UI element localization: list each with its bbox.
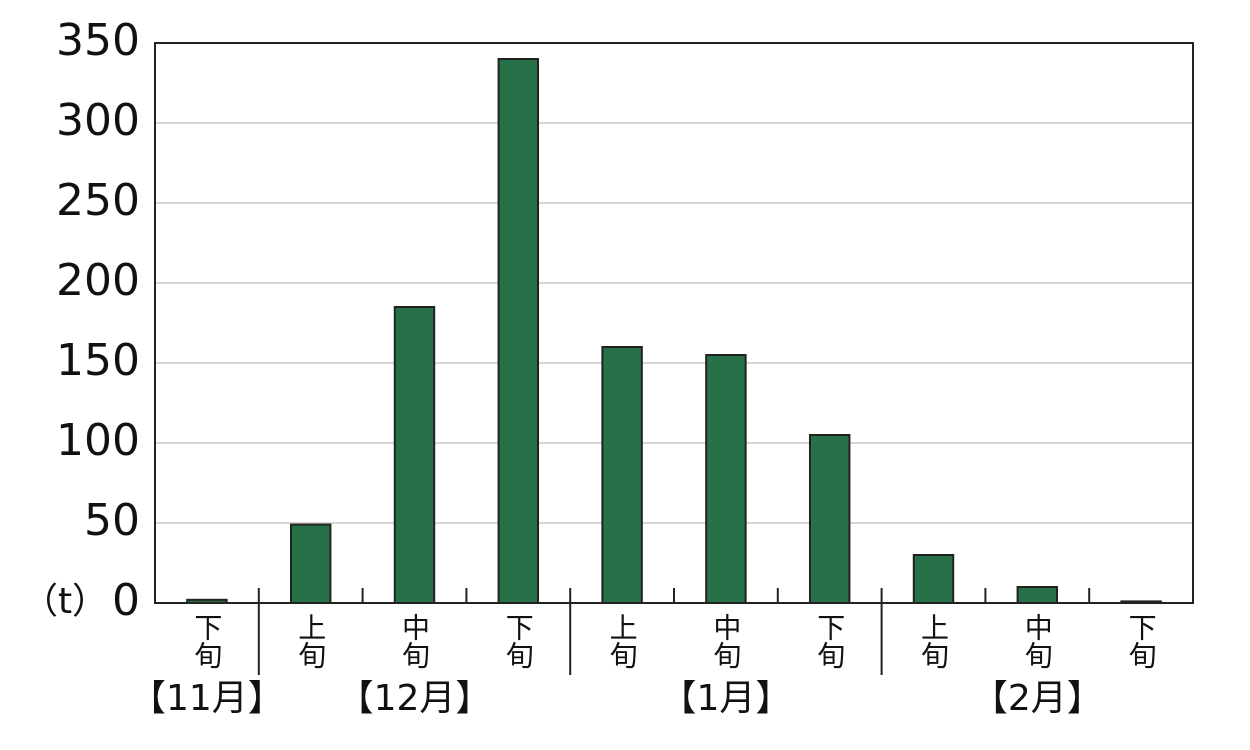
bar xyxy=(601,346,643,604)
y-tick-label: 100 xyxy=(56,415,140,466)
x-tick-label: 下旬 xyxy=(502,613,535,669)
unit-label: （t） xyxy=(22,581,108,622)
x-tick-label: 中旬 xyxy=(1021,613,1054,669)
x-tick-label: 上旬 xyxy=(606,613,639,669)
x-tick-label: 上旬 xyxy=(294,613,327,669)
bar xyxy=(808,434,851,604)
bar xyxy=(912,554,955,604)
y-tick-label: 0 xyxy=(112,575,140,626)
y-tick-label: 200 xyxy=(56,255,140,306)
x-tick-label: 中旬 xyxy=(709,613,742,669)
x-tick-label: 上旬 xyxy=(917,613,950,669)
bar xyxy=(186,598,228,604)
x-tick-label: 下旬 xyxy=(1125,613,1158,669)
y-tick-label: 150 xyxy=(56,335,140,386)
bar xyxy=(1120,600,1162,605)
bar xyxy=(1016,586,1059,604)
x-tick-label: 下旬 xyxy=(190,613,223,669)
y-tick-label: 50 xyxy=(84,495,140,546)
y-tick-label: 250 xyxy=(56,175,140,226)
group-label: 【2月】 xyxy=(972,678,1103,719)
bar xyxy=(289,523,332,604)
y-tick-label: 350 xyxy=(56,15,140,66)
group-label: 【11月】 xyxy=(130,678,284,719)
bar xyxy=(393,306,436,604)
group-label: 【12月】 xyxy=(338,678,492,719)
group-label: 【1月】 xyxy=(660,678,791,719)
y-tick-label: 300 xyxy=(56,95,140,146)
bar xyxy=(705,354,747,604)
bar xyxy=(497,58,540,604)
x-tick-label: 中旬 xyxy=(398,613,431,669)
plot-frame xyxy=(154,42,1194,604)
x-tick-label: 下旬 xyxy=(813,613,846,669)
